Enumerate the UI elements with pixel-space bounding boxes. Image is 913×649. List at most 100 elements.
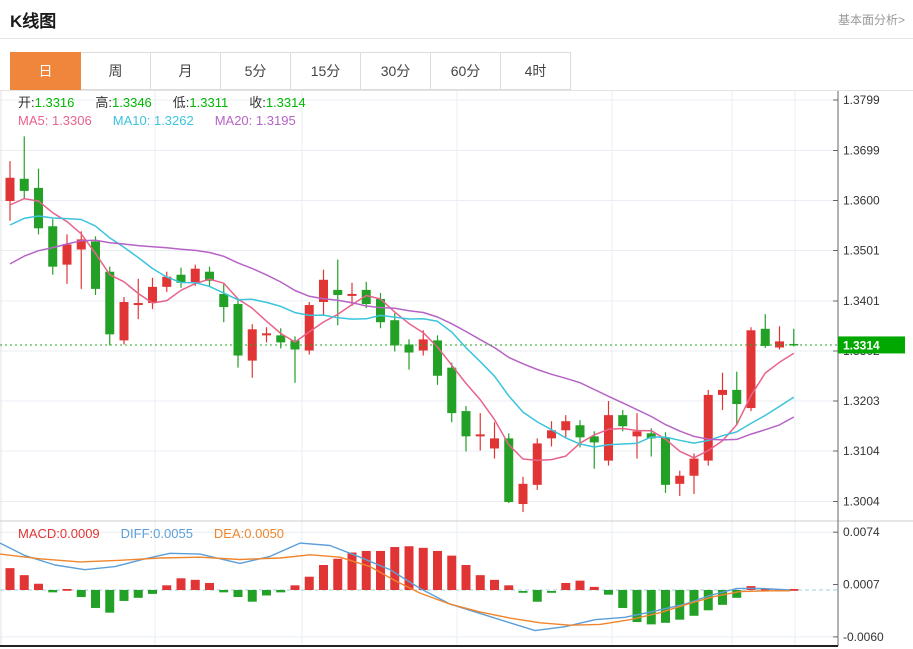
candle-body [646, 433, 656, 439]
candle-body [76, 239, 86, 250]
candle-body [661, 437, 670, 485]
ma20-line [9, 239, 795, 441]
candle-body [119, 302, 129, 341]
low-label: 低: [172, 95, 190, 110]
ma10-label: MA10: [112, 113, 151, 128]
macd-bar [547, 591, 556, 593]
candle-body [561, 421, 571, 431]
diff-value: 0.0055 [153, 526, 193, 541]
macd-bar [504, 585, 514, 590]
candle-body [247, 329, 257, 361]
macd-bar [475, 575, 485, 590]
macd-bar [176, 578, 186, 590]
macd-bar [646, 590, 656, 625]
macd-bar [205, 582, 214, 590]
candle-body [19, 178, 29, 191]
macd-value: 0.0009 [59, 526, 100, 541]
macd-bar [618, 590, 628, 608]
candle-body [461, 411, 471, 437]
y-axis-label: 1.3203 [843, 394, 880, 408]
macd-bar [290, 585, 300, 590]
candle-body [361, 289, 371, 305]
candle-body [732, 389, 742, 405]
macd-bar [575, 580, 585, 590]
candle-body [703, 394, 713, 461]
dea-line [0, 553, 790, 626]
macd-axis-label: -0.0060 [843, 630, 884, 644]
candle-body [447, 367, 457, 414]
candle-body [376, 298, 385, 323]
macd-bar [319, 565, 328, 590]
candle-body [162, 276, 172, 287]
candle-body [34, 187, 43, 229]
ma10-line [9, 215, 795, 448]
close-label: 收: [249, 95, 266, 110]
candle-body [789, 343, 799, 346]
macd-bar [262, 590, 271, 596]
macd-bar [148, 590, 157, 594]
candle-body [276, 335, 286, 343]
diff-line [0, 542, 791, 632]
candle-body [262, 333, 271, 336]
macd-bar [91, 590, 100, 608]
candle-body [718, 389, 727, 395]
macd-legend: MACD:0.0009 DIFF:0.0055 DEA:0.0050 [18, 526, 305, 542]
macd-bar [789, 589, 799, 591]
macd-bar [376, 550, 385, 590]
macd-bar [433, 550, 442, 590]
tab-周[interactable]: 周 [80, 52, 151, 90]
macd-bar [162, 585, 172, 590]
candle-body [62, 244, 72, 265]
candle-body [333, 289, 343, 295]
tab-4时[interactable]: 4时 [500, 52, 571, 90]
candle-body [504, 438, 514, 503]
price-badge-text: 1.3314 [843, 338, 880, 352]
candle-body [632, 431, 642, 437]
macd-bar [233, 590, 243, 598]
candle-body [205, 271, 214, 281]
macd-bar [718, 590, 727, 605]
tab-月[interactable]: 月 [150, 52, 221, 90]
y-axis-label: 1.3600 [843, 194, 880, 208]
candle-body [618, 415, 628, 427]
ma5-label: MA5: [18, 113, 49, 128]
fundamental-analysis-link[interactable]: 基本面分析> [837, 13, 905, 27]
macd-bar [76, 590, 86, 598]
macd-bar [333, 558, 343, 590]
candle-body [575, 425, 585, 438]
tab-30分[interactable]: 30分 [360, 52, 431, 90]
price-badge [838, 336, 905, 354]
macd-bar [219, 590, 229, 593]
macd-bar [418, 547, 428, 590]
candle-body [304, 305, 314, 351]
ma10-value: 1.3262 [153, 113, 194, 128]
candle-body [760, 328, 770, 346]
open-value: 1.3316 [34, 95, 75, 110]
macd-bar [661, 590, 670, 623]
ma20-value: 1.3195 [255, 113, 296, 128]
tab-15分[interactable]: 15分 [290, 52, 361, 90]
macd-bar [532, 590, 542, 602]
candle-body [675, 475, 685, 484]
macd-bar [361, 550, 371, 590]
candle-body [475, 434, 485, 437]
macd-bar [48, 590, 58, 593]
tab-5分[interactable]: 5分 [220, 52, 291, 90]
candle-body [105, 271, 115, 335]
macd-bar [561, 582, 571, 590]
y-axis-label: 1.3799 [843, 93, 880, 107]
macd-bar [34, 583, 43, 590]
macd-bar [760, 589, 770, 591]
macd-bar [732, 590, 742, 598]
y-axis-label: 1.3401 [843, 294, 880, 308]
macd-bar [632, 590, 642, 623]
candle-body [589, 436, 599, 443]
tab-日[interactable]: 日 [10, 52, 81, 90]
candle-body [133, 303, 143, 306]
header-divider [0, 38, 913, 39]
macd-bar [190, 579, 200, 590]
candle-body [490, 438, 499, 449]
tab-60分[interactable]: 60分 [430, 52, 501, 90]
macd-bar [247, 590, 257, 602]
candle-body [176, 274, 186, 283]
